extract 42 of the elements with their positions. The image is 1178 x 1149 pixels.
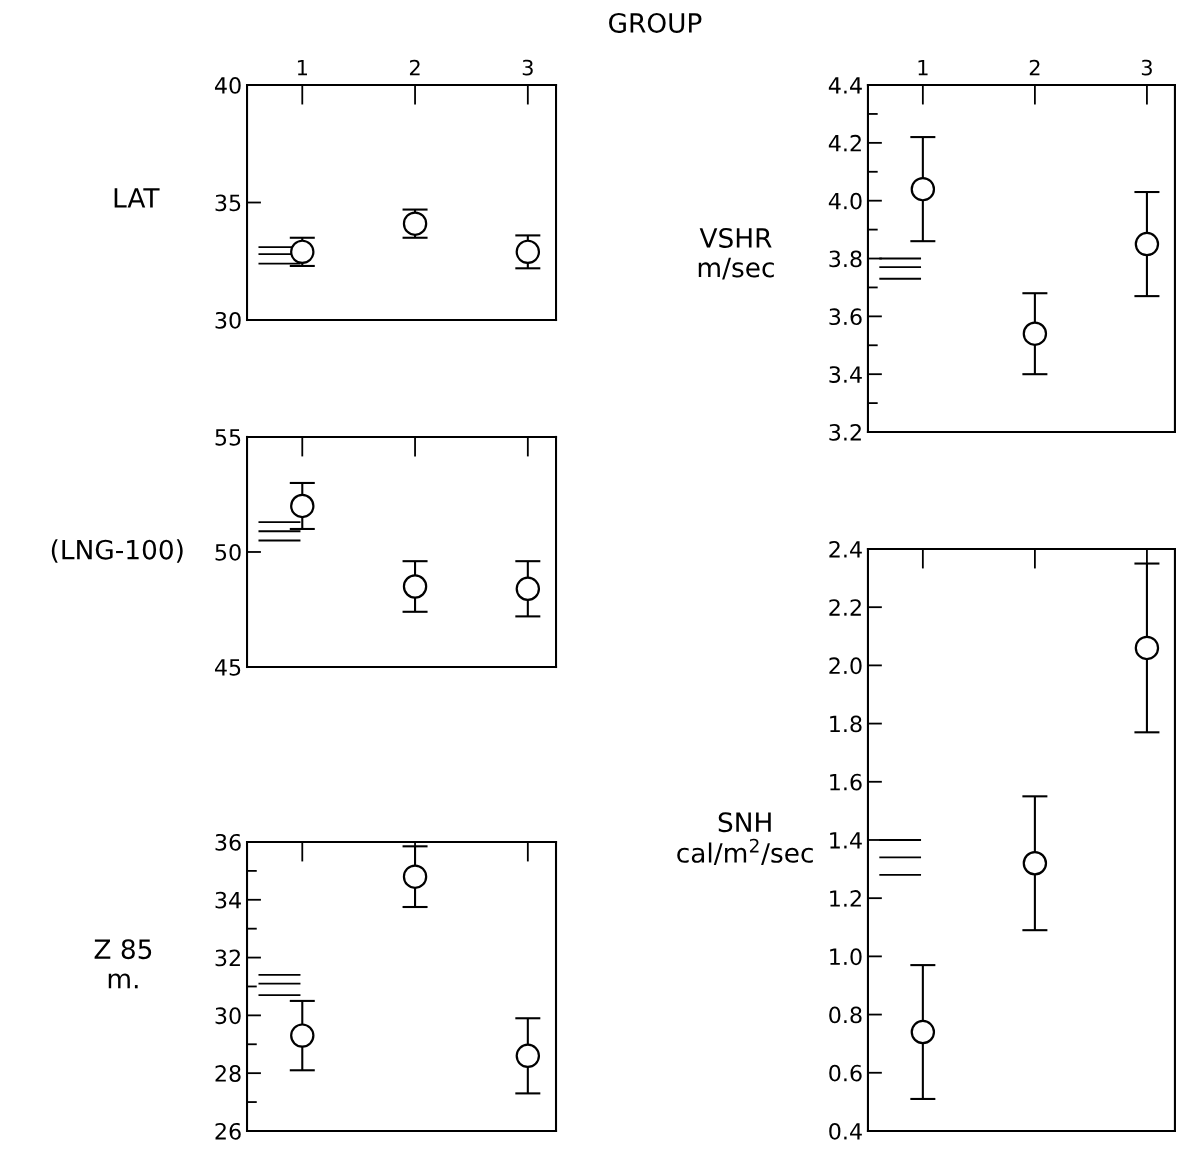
y-tick-label: 26: [215, 1122, 241, 1140]
y-tick-label: 30: [215, 311, 241, 329]
y-tick-label: 35: [215, 194, 241, 212]
x-tick-label: 1: [297, 59, 307, 76]
x-tick-label: 2: [409, 59, 420, 76]
y-axis-title: SNH cal/m$^{2}$/sec: [677, 812, 813, 865]
x-tick-label: 1: [918, 59, 928, 76]
x-axis-title: GROUP: [609, 12, 702, 33]
y-tick-label: 0.4: [829, 1122, 862, 1140]
y-tick-label: 2.2: [829, 599, 861, 616]
y-tick-label: 1.8: [830, 715, 862, 733]
x-tick-label: 3: [1141, 59, 1152, 76]
y-tick-label: 1.6: [830, 773, 862, 791]
y-tick-label: 1.0: [830, 948, 862, 966]
y-tick-label: 2.0: [829, 657, 862, 675]
y-tick-label: 55: [215, 429, 241, 446]
y-tick-label: 40: [214, 76, 241, 94]
y-tick-label: 36: [215, 833, 241, 851]
y-tick-label: 34: [215, 891, 241, 909]
y-axis-title: (LNG-100): [51, 539, 183, 563]
y-tick-label: 30: [215, 1007, 241, 1025]
y-tick-label: 32: [215, 949, 240, 967]
y-tick-label: 50: [215, 543, 241, 561]
y-axis-title: LAT: [114, 188, 160, 208]
y-tick-label: 4.4: [828, 77, 862, 94]
x-tick-label: 2: [1029, 59, 1040, 76]
y-tick-label: 3.6: [829, 308, 862, 326]
y-tick-label: 28: [215, 1065, 241, 1082]
y-tick-label: 2.4: [829, 540, 862, 558]
y-axis-title: VSHR m/sec: [698, 227, 774, 280]
y-axis-title: Z 85 m.: [94, 939, 152, 989]
y-tick-label: 4.2: [828, 134, 861, 152]
y-tick-label: 3.8: [829, 250, 862, 268]
y-tick-label: 1.4: [830, 832, 862, 849]
y-tick-label: 45: [214, 659, 241, 676]
y-tick-label: 3.4: [829, 366, 862, 383]
y-tick-label: 4.0: [828, 192, 862, 210]
y-tick-label: 3.2: [829, 423, 861, 441]
y-tick-label: 0.6: [829, 1064, 862, 1082]
y-tick-label: 0.8: [829, 1006, 862, 1024]
y-tick-label: 1.2: [830, 890, 861, 907]
x-tick-label: 3: [522, 59, 533, 76]
